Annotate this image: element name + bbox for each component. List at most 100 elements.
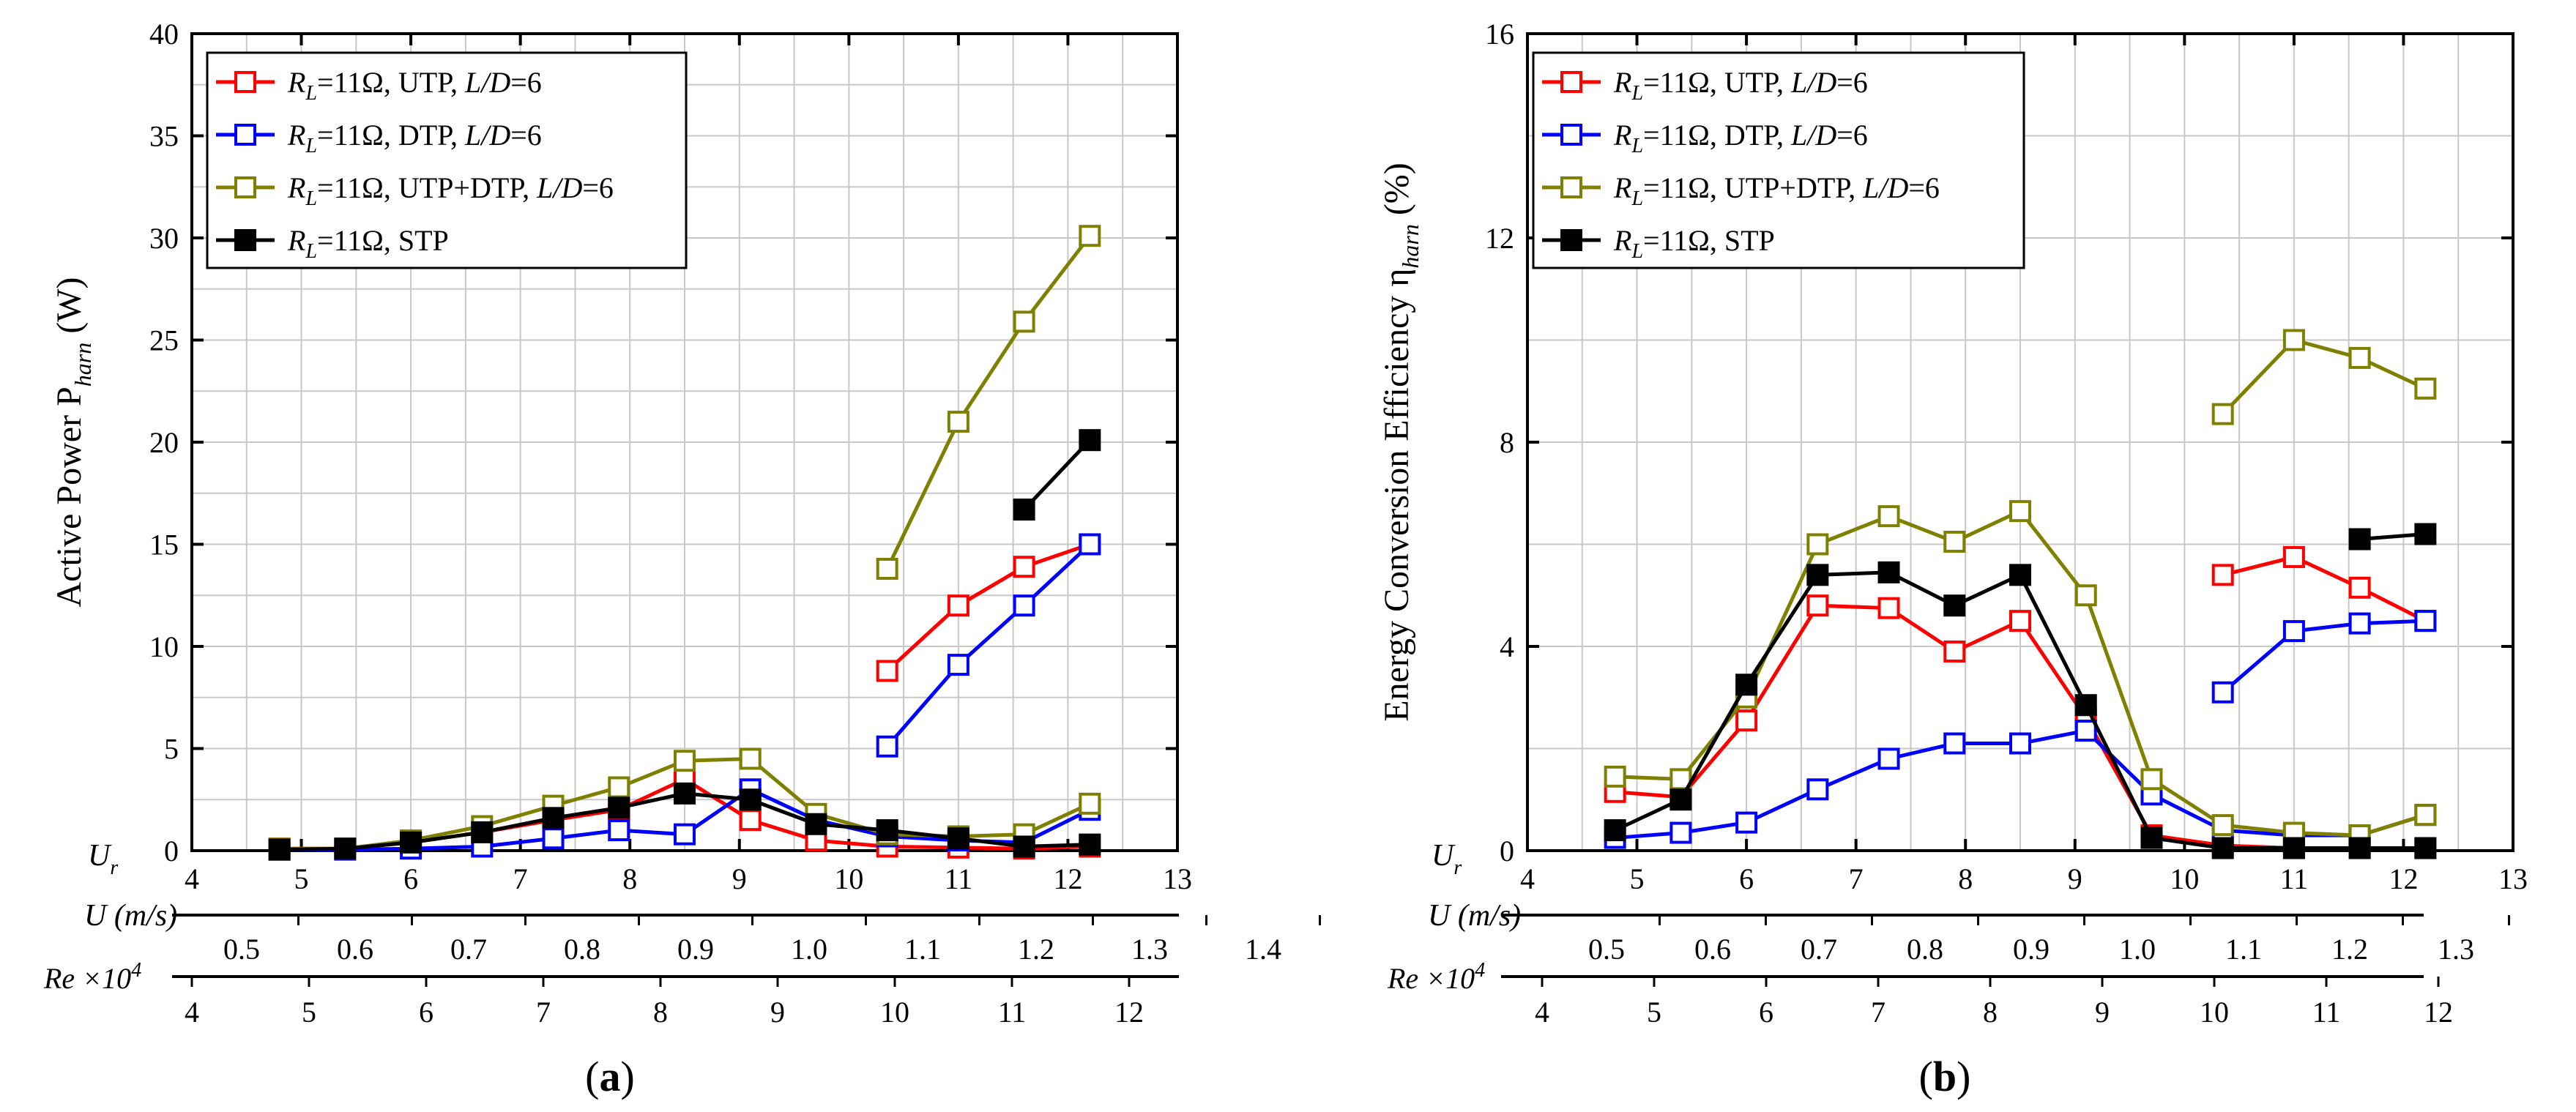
data-point [1079, 225, 1101, 247]
x-tick-label: 4 [185, 862, 199, 895]
data-point [608, 796, 630, 819]
data-point [947, 827, 969, 850]
y-tick-label: 16 [1485, 18, 1514, 51]
legend-entry-label: RL=11Ω, UTP, L/D=6 [287, 66, 542, 105]
data-point [1806, 778, 1829, 801]
x-tick-label: 12 [1053, 862, 1082, 895]
legend-swatch-marker [1560, 71, 1582, 93]
x-tick-label: 7 [1849, 862, 1864, 895]
re-axis-label: Re ×104 [1387, 959, 1485, 995]
data-point [2348, 528, 2371, 551]
data-point [739, 788, 762, 811]
re-tick-label: 8 [653, 996, 668, 1029]
re-tick-label: 12 [2424, 996, 2453, 1029]
data-point [1013, 310, 1035, 333]
data-point [608, 819, 630, 842]
x-tick-label: 8 [622, 862, 637, 895]
data-point [1943, 732, 1966, 755]
data-point [1806, 533, 1829, 556]
data-point [1877, 561, 1900, 583]
data-point [1079, 533, 1101, 556]
x-tick-label: 6 [1739, 862, 1754, 895]
data-point [542, 807, 565, 829]
x-tick-label: 11 [2280, 862, 2309, 895]
legend: RL=11Ω, UTP, L/D=6 RL=11Ω, DTP, L/D=6 RL=1… [206, 51, 688, 269]
re-tick-label: 5 [302, 996, 316, 1029]
re-tick-label: 11 [998, 996, 1027, 1029]
re-tick-label: 4 [1535, 996, 1549, 1029]
series-line [885, 234, 1092, 570]
re-tick-label: 12 [1114, 996, 1144, 1029]
x-tick-label: 10 [2170, 862, 2199, 895]
u-tick-label: 0.6 [1694, 933, 1731, 966]
data-point [1079, 833, 1101, 856]
y-tick-label: 8 [1500, 426, 1514, 459]
data-point [1669, 821, 1692, 844]
data-point [1943, 594, 1966, 617]
series-line [885, 542, 1091, 673]
data-point [1604, 819, 1626, 842]
y-tick-label: 0 [164, 835, 179, 867]
data-point [1079, 792, 1101, 815]
re-tick-label: 7 [1871, 996, 1886, 1029]
data-point [1013, 594, 1035, 617]
data-point [876, 557, 898, 580]
series-line [1022, 439, 1092, 511]
panel-label: (a) [585, 1053, 635, 1100]
data-point [674, 823, 696, 846]
u-tick-label: 0.8 [1907, 933, 1943, 966]
x-tick-label: 13 [1163, 862, 1192, 895]
series-line [2222, 555, 2427, 623]
legend: RL=11Ω, UTP, L/D=6 RL=11Ω, DTP, L/D=6 RL=1… [1532, 51, 2025, 269]
data-point [2211, 564, 2234, 586]
x-tick-label: 13 [2498, 862, 2528, 895]
data-point [1877, 747, 1900, 770]
data-point [400, 831, 422, 854]
data-point [947, 411, 969, 433]
re-tick-label: 6 [1759, 996, 1773, 1029]
data-point [2348, 837, 2371, 859]
u-tick-label: 1.4 [1245, 933, 1281, 966]
data-point [2074, 694, 2097, 717]
data-point [1013, 499, 1035, 521]
data-point [876, 819, 898, 842]
u-axis-label: U (m/s) [1428, 899, 1521, 933]
u-tick-label: 1.1 [2225, 933, 2262, 966]
data-point [674, 782, 696, 805]
legend-entry-label: RL=11Ω, STP [287, 224, 449, 263]
data-point [2348, 576, 2371, 599]
u-tick-label: 0.6 [337, 933, 373, 966]
x-tick-label: 5 [294, 862, 309, 895]
u-tick-label: 0.9 [677, 933, 714, 966]
data-point [2282, 620, 2305, 643]
y-axis-label: Active Power Pharn (W) [50, 277, 96, 607]
data-point [2074, 584, 2097, 607]
re-tick-label: 9 [770, 996, 785, 1029]
y-tick-label: 20 [149, 426, 179, 459]
series-line [2222, 619, 2426, 694]
legend-box [1532, 51, 2025, 269]
data-point [471, 821, 494, 843]
y-tick-label: 40 [149, 18, 179, 51]
data-point [2348, 612, 2371, 635]
legend-entry-label: RL=11Ω, STP [1613, 224, 1775, 263]
u-tick-label: 0.8 [564, 933, 600, 966]
data-point [876, 735, 898, 758]
re-tick-label: 8 [1983, 996, 1998, 1029]
y-tick-label: 10 [149, 630, 179, 663]
u-tick-label: 1.2 [2331, 933, 2368, 966]
x-tick-label: 8 [1958, 862, 1973, 895]
data-point [2414, 804, 2437, 826]
u-tick-label: 0.5 [1588, 933, 1625, 966]
data-point [2348, 346, 2371, 369]
re-tick-label: 10 [880, 996, 909, 1029]
data-point [2074, 720, 2097, 742]
legend-swatch-marker [234, 229, 256, 251]
legend-entry-label: RL=11Ω, DTP, L/D=6 [287, 119, 542, 157]
data-point [674, 750, 696, 772]
re-tick-label: 9 [2095, 996, 2110, 1029]
legend-swatch-marker [1560, 124, 1582, 146]
legend-swatch-marker [234, 176, 256, 198]
